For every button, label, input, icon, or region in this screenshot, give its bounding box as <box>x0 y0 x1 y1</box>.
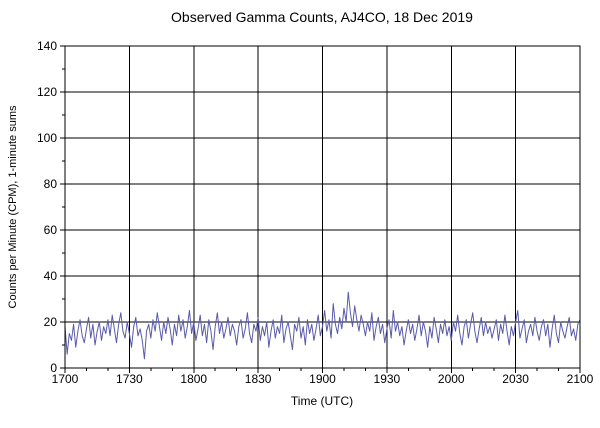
x-tick-label: 1800 <box>180 372 207 386</box>
y-tick-label: 100 <box>37 131 57 145</box>
x-tick-label: 1930 <box>374 372 401 386</box>
x-tick-label: 1830 <box>245 372 272 386</box>
y-axis-label: Counts per Minute (CPM), 1-minute sums <box>7 105 19 308</box>
x-tick-label: 1900 <box>309 372 336 386</box>
x-tick-label: 1700 <box>52 372 79 386</box>
plot-series <box>64 291 581 360</box>
plot-tick-labels: 1700 1730 1800 1830 1900 1930 2000 2030 2100 0 20 4… <box>37 39 594 386</box>
y-tick-label: 20 <box>44 315 58 329</box>
x-axis-label: Time (UTC) <box>291 394 353 408</box>
plot-ticks <box>60 45 581 373</box>
y-tick-label: 0 <box>50 361 57 375</box>
x-tick-label: 2030 <box>502 372 529 386</box>
y-tick-label: 140 <box>37 39 57 53</box>
y-tick-label: 60 <box>44 223 58 237</box>
x-tick-label: 1730 <box>116 372 143 386</box>
y-tick-label: 40 <box>44 269 58 283</box>
y-tick-label: 120 <box>37 85 57 99</box>
y-tick-label: 80 <box>44 177 58 191</box>
plot-gridlines <box>65 46 580 368</box>
chart-title: Observed Gamma Counts, AJ4CO, 18 Dec 201… <box>171 9 473 25</box>
x-tick-label: 2000 <box>438 372 465 386</box>
x-tick-label: 2100 <box>567 372 594 386</box>
